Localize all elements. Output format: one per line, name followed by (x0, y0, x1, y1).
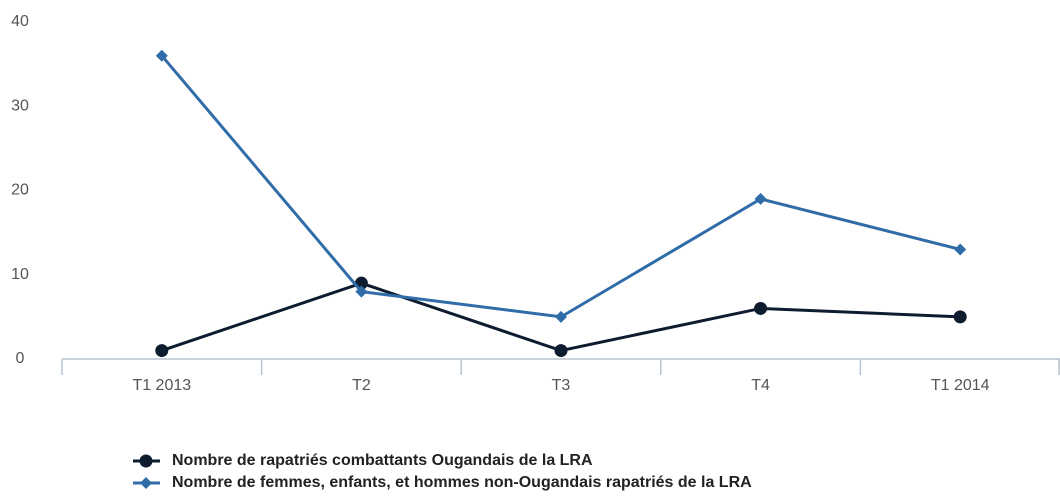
x-tick-label: T3 (552, 377, 571, 394)
point (754, 192, 767, 205)
x-tick-label: T2 (352, 377, 371, 394)
y-tick-label: 10 (11, 266, 29, 283)
x-tick-label: T1 2014 (931, 377, 990, 394)
legend-label: Nombre de femmes, enfants, et hommes non… (172, 474, 752, 491)
x-tick-label: T1 2013 (132, 377, 191, 394)
series-line (160, 54, 961, 319)
point (754, 301, 768, 315)
point (554, 344, 568, 358)
y-tick-label: 0 (16, 350, 25, 367)
point (954, 243, 967, 256)
legend-label: Nombre de rapatriés combattants Ougandai… (172, 452, 593, 469)
point (555, 310, 567, 323)
x-tick-label: T4 (751, 377, 770, 394)
point (155, 49, 168, 62)
y-tick-label: 30 (11, 97, 29, 114)
point (953, 310, 967, 324)
point (155, 344, 169, 358)
legend-marker (140, 477, 152, 489)
point (355, 285, 368, 298)
y-tick-label: 20 (11, 182, 29, 199)
legend-marker (139, 454, 153, 468)
y-tick-label: 40 (11, 13, 29, 30)
